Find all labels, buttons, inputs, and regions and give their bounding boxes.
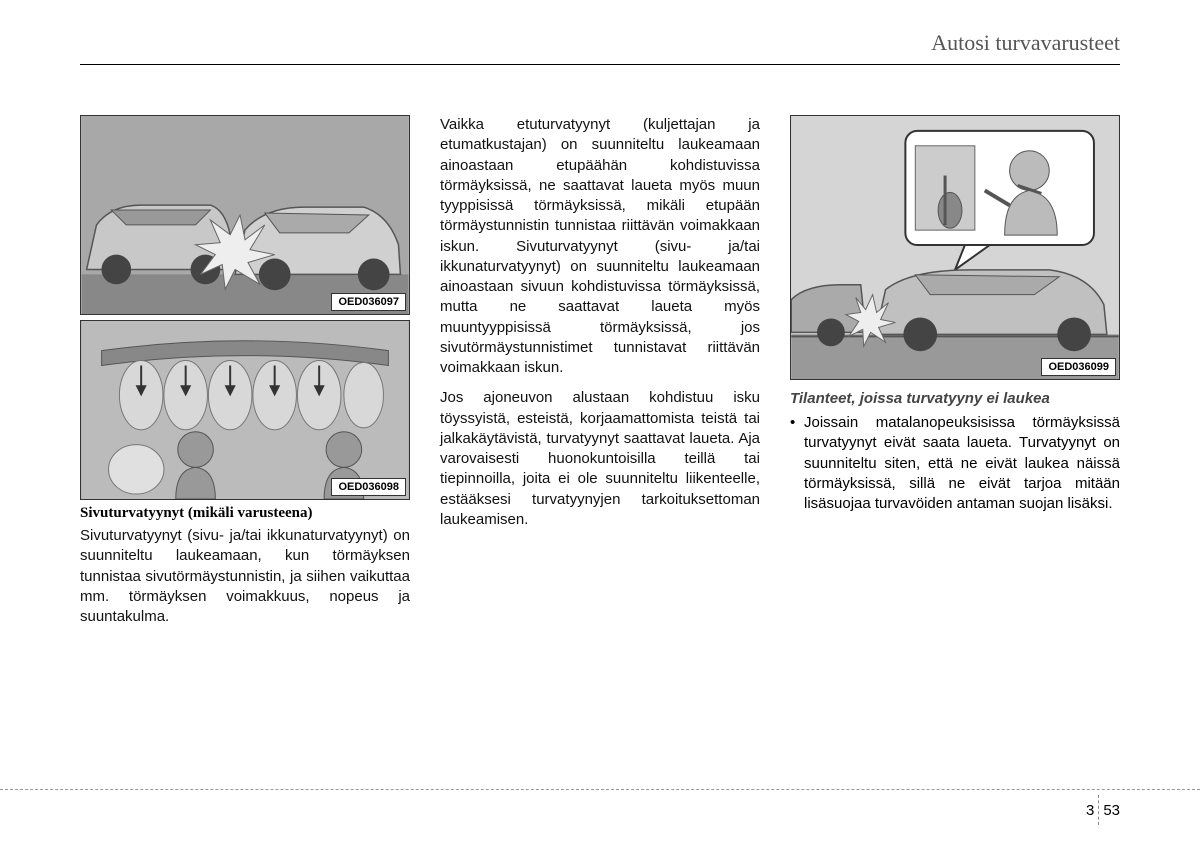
page-header: Autosi turvavarusteet (80, 30, 1120, 65)
page-number-value: 53 (1103, 802, 1120, 819)
figure-rear-collision: OED036099 (790, 115, 1120, 380)
side-airbag-heading: Sivuturvatyynyt (mikäli varusteena) (80, 505, 410, 522)
column-left: OED036097 (80, 115, 410, 627)
side-airbag-paragraph: Sivuturvatyynyt (sivu- ja/tai ikkunaturv… (80, 526, 410, 627)
no-deploy-bullet: • Joissain matalanopeuksisissa törmäyksi… (790, 413, 1120, 514)
curtain-airbag-illustration (81, 321, 409, 499)
middle-paragraph-1: Vaikka etuturvatyynyt (kuljettajan ja et… (440, 115, 760, 378)
figure-side-collision: OED036097 (80, 115, 410, 315)
page-number: 3 53 (1086, 795, 1120, 825)
footer-divider (0, 789, 1200, 790)
page-num-divider (1098, 795, 1099, 825)
bullet-marker: • (790, 413, 804, 514)
bullet-text: Joissain matalanopeuksisissa törmäyksiss… (804, 413, 1120, 514)
manual-page: Autosi turvavarusteet (0, 0, 1200, 845)
figure-label-2: OED036098 (331, 478, 406, 496)
middle-paragraph-2: Jos ajoneuvon alustaan kohdistuu isku tö… (440, 388, 760, 530)
chapter-number: 3 (1086, 802, 1094, 819)
column-middle: Vaikka etuturvatyynyt (kuljettajan ja et… (440, 115, 760, 627)
column-right: OED036099 Tilanteet, joissa turvatyyny e… (790, 115, 1120, 627)
header-title: Autosi turvavarusteet (931, 30, 1120, 55)
figure-label-3: OED036099 (1041, 358, 1116, 376)
content-columns: OED036097 (80, 115, 1120, 627)
figure-label-1: OED036097 (331, 293, 406, 311)
rear-collision-illustration (791, 116, 1119, 379)
no-deploy-heading: Tilanteet, joissa turvatyyny ei laukea (790, 390, 1120, 407)
figure-curtain-airbag: OED036098 (80, 320, 410, 500)
collision-illustration (81, 116, 409, 314)
